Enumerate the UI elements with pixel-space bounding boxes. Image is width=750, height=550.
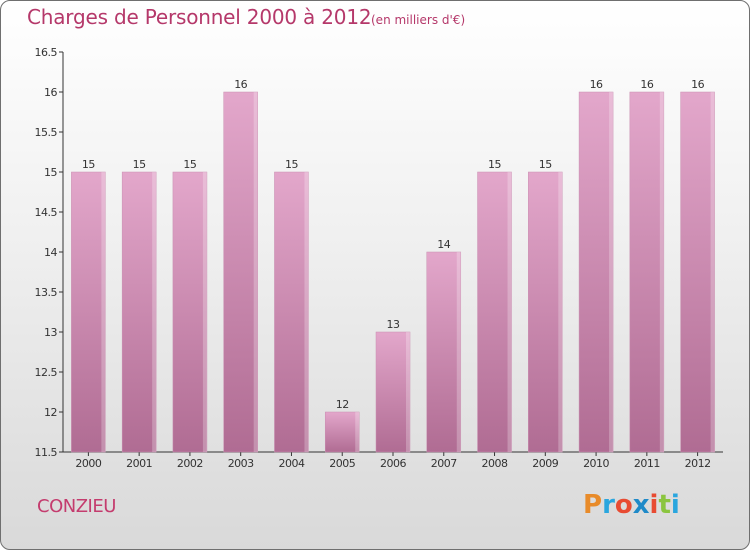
bar	[172, 171, 208, 453]
logo-letter: r	[602, 490, 615, 520]
data-labels: 15 15 15 16 15 12 13 14 15 15 16 16 16	[82, 78, 705, 411]
bar	[528, 171, 563, 453]
bar	[121, 171, 157, 453]
data-label: 15	[82, 158, 95, 171]
y-tick-label: 14.5	[35, 206, 58, 219]
logo-letter: o	[614, 490, 633, 520]
logo-letter: P	[583, 490, 603, 520]
y-tick-label: 12.5	[35, 366, 58, 379]
bar	[375, 331, 411, 453]
chart-subtitle: (en milliers d'€)	[371, 13, 466, 27]
logo-letter: x	[632, 490, 650, 520]
bar	[426, 251, 462, 453]
x-tick-label: 2007	[431, 457, 457, 470]
y-tick-label: 15.5	[35, 126, 58, 139]
data-label: 15	[539, 158, 552, 171]
bar-highlight	[507, 172, 512, 452]
proxiti-logo[interactable]: Proxiti	[583, 490, 680, 520]
x-tick-label: 2000	[75, 457, 101, 470]
y-tick-label: 15	[44, 166, 57, 179]
data-label: 16	[590, 78, 603, 91]
bar	[274, 171, 309, 453]
bar-highlight	[609, 92, 614, 452]
data-label: 15	[285, 158, 298, 171]
data-label: 16	[691, 78, 704, 91]
x-tick-label: 2003	[228, 457, 254, 470]
bar	[324, 411, 360, 453]
x-tick-label: 2011	[634, 457, 660, 470]
data-label: 13	[387, 318, 400, 331]
bar-highlight	[152, 172, 157, 452]
x-tick-label: 2005	[329, 457, 355, 470]
chart-title: Charges de Personnel 2000 à 2012	[27, 5, 372, 29]
bar	[71, 171, 106, 453]
y-tick-label: 11.5	[35, 446, 58, 459]
bar-highlight	[355, 412, 360, 452]
bar	[629, 91, 665, 453]
bars	[71, 91, 715, 453]
x-tick-label: 2009	[532, 457, 558, 470]
bar-highlight	[659, 92, 664, 452]
logo-letter: i	[670, 490, 680, 520]
x-tick-label: 2010	[583, 457, 609, 470]
x-tick-label: 2008	[482, 457, 508, 470]
y-tick-label: 12	[44, 406, 57, 419]
bar-highlight	[202, 172, 207, 452]
y-tick-label: 14	[44, 246, 57, 259]
data-label: 16	[234, 78, 247, 91]
bar-highlight	[406, 332, 410, 452]
x-tick-label: 2006	[380, 457, 406, 470]
bar-highlight	[710, 92, 715, 452]
commune-name: CONZIEU	[37, 496, 116, 517]
data-label: 14	[437, 238, 450, 251]
bar-highlight	[558, 172, 563, 452]
logo-letter: i	[649, 490, 659, 520]
y-tick-label: 13	[44, 326, 57, 339]
bar-highlight	[101, 172, 106, 452]
data-label: 12	[336, 398, 349, 411]
y-tick-label: 13.5	[35, 286, 58, 299]
bar-highlight	[253, 92, 258, 452]
logo-letter: t	[658, 490, 671, 520]
bar-highlight	[304, 172, 309, 452]
data-label: 16	[640, 78, 653, 91]
x-tick-label: 2004	[278, 457, 304, 470]
x-tick-label: 2002	[177, 457, 203, 470]
data-label: 15	[488, 158, 501, 171]
y-tick-label: 16.5	[35, 46, 58, 59]
data-label: 15	[133, 158, 146, 171]
bar-highlight	[456, 252, 461, 452]
x-tick-label: 2012	[685, 457, 711, 470]
data-label: 15	[183, 158, 196, 171]
y-tick-label: 16	[44, 86, 57, 99]
bar	[477, 171, 512, 453]
bar	[578, 91, 614, 453]
bar	[223, 91, 258, 453]
x-tick-label: 2001	[126, 457, 152, 470]
bar	[680, 91, 715, 453]
axes: 11.5 12 12.5 13 13.5 14 14.5 15 15.5 16 16.5 2000 20…	[35, 46, 723, 470]
